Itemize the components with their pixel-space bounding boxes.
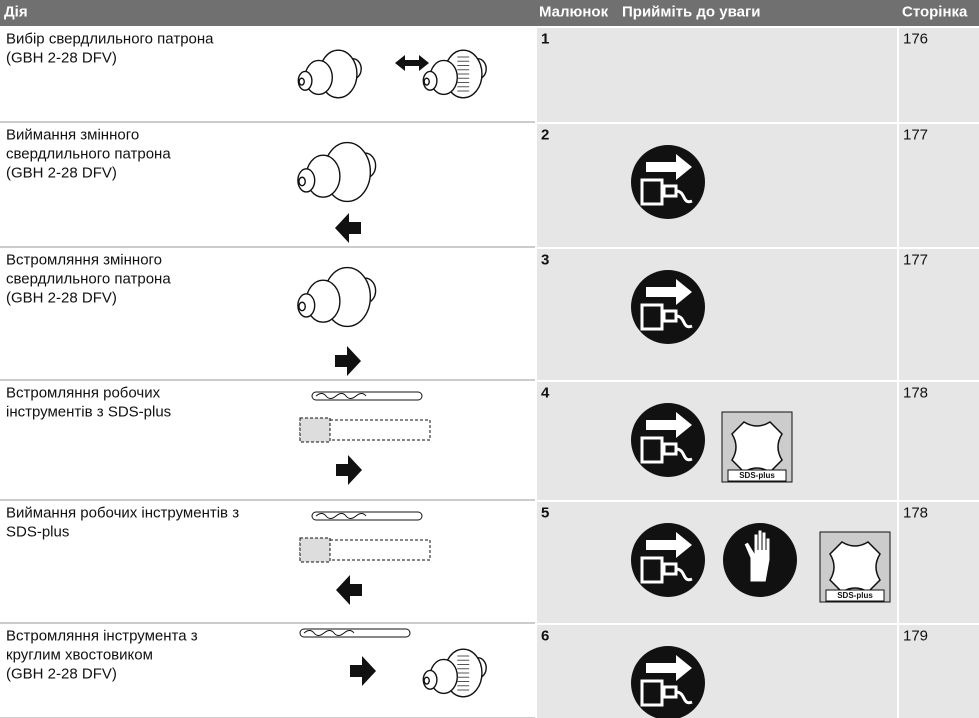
page-number: 178 [903, 384, 928, 401]
icon-glove [743, 529, 771, 583]
bit [311, 511, 423, 521]
bit-spiral [315, 393, 367, 399]
figure-number: 2 [541, 126, 549, 143]
arrow [335, 213, 361, 243]
column-header: Дія [4, 3, 28, 20]
chuck-part [298, 176, 306, 187]
icon-arrow [646, 532, 692, 558]
icon-socket [640, 178, 664, 206]
figure-number: 4 [541, 384, 550, 401]
arrow [336, 575, 362, 605]
action-text: (GBH 2-28 DFV) [6, 49, 117, 66]
chuck-part [423, 77, 430, 86]
table-row: Виймання робочих інструментів з SDS-plus 5… [0, 502, 979, 624]
chuck-part [423, 676, 430, 685]
column-header: Малюнок [539, 3, 609, 20]
page-cell [899, 502, 979, 623]
arrow [336, 455, 362, 485]
icon-socket [640, 679, 664, 707]
figure-number: 5 [541, 504, 549, 521]
icon-sds-shape [731, 421, 783, 473]
icon-arrow [646, 279, 692, 305]
bit-spiral [303, 630, 355, 636]
page-cell [899, 382, 979, 500]
icon-arrow [646, 154, 692, 180]
page-number: 178 [903, 504, 928, 521]
table-row: Вибір свердлильного патрона (GBH 2-28 DFV… [0, 28, 979, 123]
icon-plug [662, 184, 693, 204]
icon-plug [662, 442, 693, 462]
icon-sds-label: SDS-plus [837, 591, 873, 600]
icon-arrow [646, 655, 692, 681]
column-header: Прийміть до уваги [622, 3, 760, 20]
action-text: (GBH 2-28 DFV) [6, 164, 117, 181]
action-text: SDS-plus [6, 523, 69, 540]
action-text: Вибір свердлильного патрона [6, 30, 214, 47]
figure-number: 1 [541, 30, 549, 47]
table-row: Встромляння змінного свердлильного патрон… [0, 249, 979, 381]
figure-note-cell [537, 382, 897, 500]
page-number: 177 [903, 126, 928, 143]
page-number: 179 [903, 627, 928, 644]
page-cell [899, 625, 979, 718]
icon-sds-label-box [727, 469, 787, 482]
chuck-part [298, 301, 306, 312]
chuck-part [298, 77, 305, 86]
icon-sds-shape [829, 541, 881, 593]
icon-socket [640, 556, 664, 584]
arrow [335, 346, 361, 376]
arrow [350, 656, 376, 686]
icon-plug [662, 685, 693, 705]
figure-note-cell [537, 625, 897, 718]
page-cell [899, 124, 979, 247]
page-number: 176 [903, 30, 928, 47]
icon-arrow [646, 412, 692, 438]
bit [299, 628, 411, 638]
icon-socket [640, 303, 664, 331]
tool-holder-end [299, 537, 331, 563]
column-header: Сторінка [902, 3, 968, 20]
bit [311, 391, 423, 401]
bit-spiral [315, 513, 367, 519]
table-row: Встромляння робочих інструментів з SDS-pl… [0, 382, 979, 501]
action-text: Встромляння змінного [6, 251, 162, 268]
page-cell [899, 249, 979, 380]
action-text: свердлильного патрона [6, 145, 171, 162]
double-arrow [395, 55, 429, 71]
figure-note-cell [537, 28, 897, 122]
action-text: круглим хвостовиком [6, 646, 153, 663]
action-text: свердлильного патрона [6, 270, 171, 287]
action-text: інструментів з SDS-plus [6, 403, 171, 420]
icon-plug [662, 309, 693, 329]
page-cell [899, 28, 979, 122]
action-text: Встромляння інструмента з [6, 627, 198, 644]
table-row: Виймання змінного свердлильного патрона (G… [0, 124, 979, 248]
icon-socket [640, 436, 664, 464]
figure-number: 6 [541, 627, 549, 644]
action-text: Виймання робочих інструментів з [6, 504, 239, 521]
action-text: Виймання змінного [6, 126, 139, 143]
icon-plug [662, 562, 693, 582]
table-row: Встромляння інструмента з круглим хвостов… [0, 625, 979, 718]
figure-note-cell [537, 124, 897, 247]
action-text: (GBH 2-28 DFV) [6, 289, 117, 306]
icon-sds-label: SDS-plus [739, 471, 775, 480]
action-text: Встромляння робочих [6, 384, 161, 401]
figure-note-cell [537, 249, 897, 380]
action-text: (GBH 2-28 DFV) [6, 665, 117, 682]
header-bar [0, 0, 979, 26]
figure-number: 3 [541, 251, 549, 268]
tool-holder-end [299, 417, 331, 443]
icon-sds-label-box [825, 589, 885, 602]
page-number: 177 [903, 251, 928, 268]
